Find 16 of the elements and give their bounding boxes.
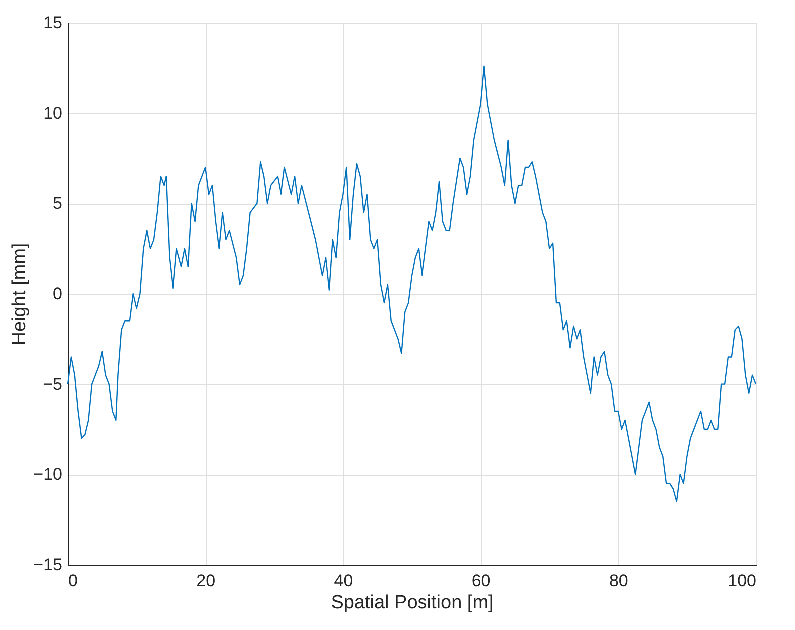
- x-tick-label: 100: [728, 572, 756, 590]
- y-tick-label: 5: [53, 194, 62, 214]
- x-tick-label: 40: [334, 572, 354, 590]
- y-axis-title: Height [mm]: [10, 243, 31, 346]
- x-tick-label: 20: [196, 572, 216, 590]
- y-tick-label: 0: [53, 284, 62, 304]
- y-tick-label: −10: [34, 465, 62, 484]
- x-tick-label: 0: [68, 572, 78, 590]
- x-tick-label: 80: [609, 572, 628, 590]
- y-tick-label: 15: [44, 14, 62, 32]
- y-tick-label: −5: [43, 374, 62, 394]
- x-tick-label: 60: [472, 572, 491, 590]
- x-axis-title: Spatial Position [m]: [331, 592, 494, 614]
- y-tick-label: 10: [44, 104, 62, 123]
- line-series: [67, 66, 757, 502]
- y-tick-label: −15: [34, 556, 62, 574]
